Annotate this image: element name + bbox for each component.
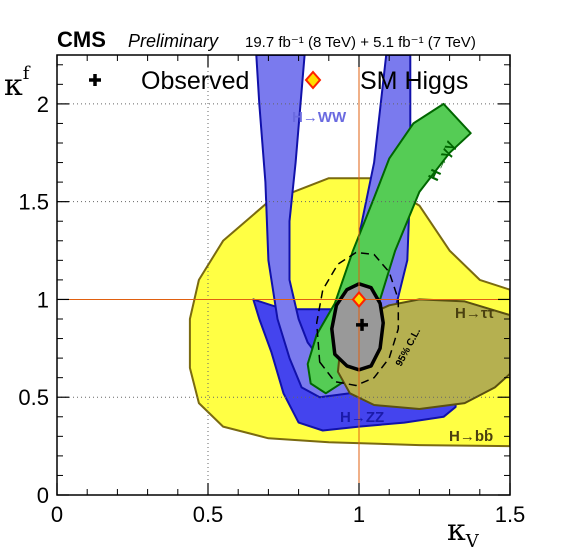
y-tick-label: 1 <box>37 287 49 312</box>
luminosity-label: 19.7 fb⁻¹ (8 TeV) + 5.1 fb⁻¹ (7 TeV) <box>245 34 476 51</box>
x-tick-label: 1 <box>353 502 365 527</box>
y-tick-label: 0 <box>37 483 49 508</box>
tick-layer: 0 0.5 1 1.5 0 0.5 1 1.5 2 <box>18 55 525 527</box>
x-tick-label: 0.5 <box>193 502 224 527</box>
label-hzz: H→ZZ <box>340 409 384 426</box>
sm-reference-lines <box>57 55 510 495</box>
x-tick-label: 0 <box>51 502 63 527</box>
label-hww: H→WW <box>292 109 347 126</box>
y-tick-label: 2 <box>37 92 49 117</box>
y-tick-label: 1.5 <box>18 190 49 215</box>
legend-sm-marker <box>304 70 322 90</box>
x-tick-label: 1.5 <box>495 502 526 527</box>
label-htt: H→ττ <box>455 305 495 322</box>
point-layer <box>351 290 369 331</box>
label-hbb: H→bb̄ <box>449 427 493 445</box>
experiment-label: CMS <box>57 27 106 52</box>
legend: Observed SM Higgs <box>89 67 468 95</box>
legend-sm-label: SM Higgs <box>360 67 468 95</box>
axes-frame <box>56 54 511 496</box>
contour-layer <box>188 55 510 448</box>
legend-observed-marker <box>89 74 101 86</box>
legend-observed-label: Observed <box>141 67 249 95</box>
x-axis-title: κV <box>447 513 480 550</box>
contour-95-c-l- <box>315 251 400 387</box>
status-label: Preliminary <box>128 31 219 51</box>
y-axis-title: κf <box>4 63 31 103</box>
y-tick-label: 0.5 <box>18 385 49 410</box>
observed-point <box>356 318 369 331</box>
sm-higgs-point <box>351 290 367 308</box>
